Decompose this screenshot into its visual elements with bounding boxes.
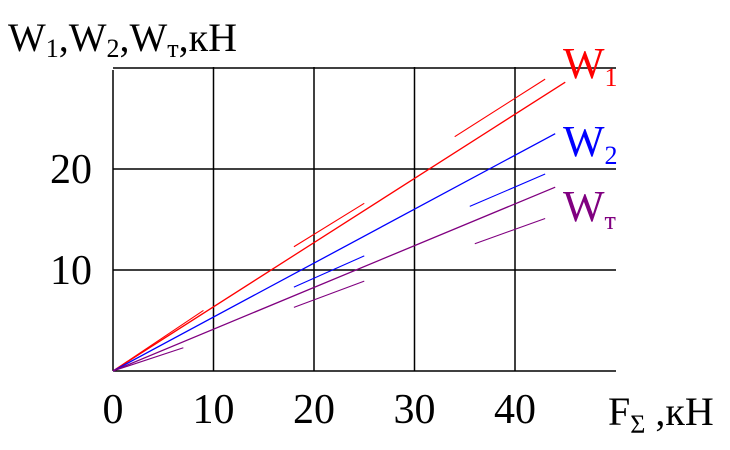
legend-w1: W1: [563, 39, 618, 92]
x-tick-label: 20: [293, 387, 335, 433]
x-tick-label: 0: [103, 387, 124, 433]
series-lines: [112, 81, 566, 372]
legend-w2: W2: [563, 117, 618, 170]
band-segment-w2-1: [469, 173, 546, 207]
band-segment-wt-2: [474, 217, 546, 245]
x-tick-label: 10: [193, 387, 235, 433]
legend-wt: Wт: [563, 182, 616, 235]
x-axis-title: FΣ ,кН: [608, 389, 714, 439]
band-segment-w1-2: [454, 78, 546, 138]
band-segment-wt-0: [112, 347, 184, 372]
series-line-w1: [112, 81, 566, 372]
band-segment-w1-1: [293, 202, 365, 248]
tick-labels: 0 10 20 30 40 10 20: [50, 147, 536, 433]
series-line-wt: [112, 186, 556, 372]
band-segment-wt-1: [293, 280, 365, 308]
grid: [113, 67, 616, 371]
band-lines: [112, 78, 546, 372]
x-tick-label: 30: [394, 387, 436, 433]
series-line-w2: [112, 133, 556, 372]
x-tick-label: 40: [494, 387, 536, 433]
y-tick-label: 10: [50, 248, 92, 294]
y-axis-title: W1,W2,Wт,кН: [8, 15, 237, 63]
y-tick-label: 20: [50, 147, 92, 193]
band-segment-w2-0: [293, 255, 365, 288]
